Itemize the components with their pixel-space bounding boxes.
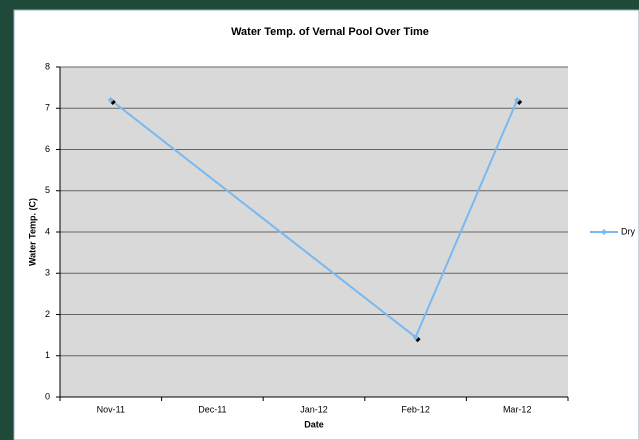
y-tick-label: 3: [45, 268, 50, 278]
x-tick-label: Nov-11: [97, 404, 125, 414]
y-tick-label: 6: [45, 144, 50, 154]
y-axis-title: Water Temp. (C): [27, 198, 37, 266]
y-tick-label: 4: [45, 226, 50, 236]
y-tick-label: 0: [45, 391, 50, 401]
x-tick-label: Mar-12: [503, 404, 532, 414]
x-tick-label: Dec-11: [198, 404, 226, 414]
y-tick-label: 8: [45, 61, 50, 71]
marker: [412, 334, 419, 341]
x-axis-title: Date: [304, 419, 324, 429]
y-tick-label: 5: [45, 185, 50, 195]
y-tick-label: 2: [45, 309, 50, 319]
marker: [107, 97, 114, 103]
x-tick-label: Jan-12: [300, 404, 328, 414]
marker: [514, 97, 521, 103]
y-tick-label: 1: [45, 350, 50, 360]
legend-marker: [601, 229, 607, 235]
y-tick-label: 7: [45, 103, 50, 113]
x-tick-label: Feb-12: [401, 404, 430, 414]
legend-label: Dry: [621, 226, 635, 236]
chart-title: Water Temp. of Vernal Pool Over Time: [231, 26, 429, 38]
